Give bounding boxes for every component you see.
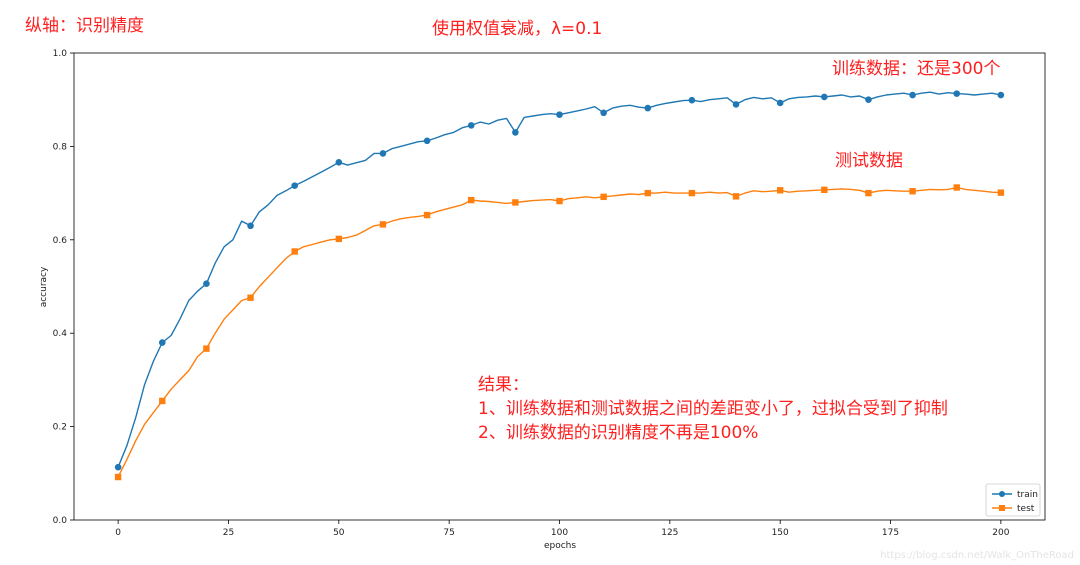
data-point-train (247, 222, 254, 230)
data-point-test (203, 345, 210, 352)
y-tick-label: 1.0 (53, 49, 68, 59)
annotation-result-block: 结果： 1、训练数据和测试数据之间的差距变小了，过拟合受到了抑制 2、训练数据的… (478, 373, 948, 445)
data-point-test (291, 248, 298, 255)
data-point-test (776, 187, 784, 194)
legend-train-marker (999, 491, 1005, 497)
legend-test-marker (999, 505, 1005, 511)
data-point-train (335, 158, 343, 166)
data-point-test (953, 184, 960, 191)
data-point-test (865, 189, 872, 197)
data-point-train (909, 91, 916, 99)
data-point-train (114, 463, 122, 471)
data-point-train (556, 111, 563, 118)
data-point-test (821, 186, 828, 194)
series-line-test (117, 186, 1001, 478)
data-point-train (600, 109, 607, 117)
y-tick-label: 0.8 (53, 142, 68, 152)
x-axis-label: epochs (544, 541, 576, 551)
x-tick-label: 0 (115, 528, 121, 538)
x-tick-label: 75 (443, 528, 454, 538)
data-point-test (644, 189, 651, 197)
annotation-result-line2: 2、训练数据的识别精度不再是100% (478, 423, 759, 443)
legend-train-label: train (1017, 490, 1038, 500)
data-point-test (732, 193, 740, 200)
data-point-test (688, 189, 696, 197)
data-point-test (379, 221, 387, 228)
watermark: https://blog.csdn.net/Walk_OnTheRoad (880, 550, 1074, 561)
y-tick-label: 0.2 (53, 423, 67, 433)
x-axis-ticks: 0 25 50 75 100 125 150 175 200 (115, 520, 1010, 538)
y-tick-label: 0.0 (53, 516, 68, 526)
data-point-test (114, 473, 122, 481)
data-point-train (644, 104, 652, 112)
data-point-test (247, 294, 254, 301)
data-point-test (997, 189, 1005, 196)
data-point-test (423, 211, 431, 219)
data-point-train (953, 90, 961, 97)
annotation-train-note: 训练数据：还是300个 (832, 59, 1001, 79)
data-point-train (203, 280, 210, 287)
data-point-train (865, 96, 872, 103)
x-tick-label: 100 (551, 528, 568, 538)
y-tick-label: 0.4 (53, 329, 68, 339)
data-point-test (556, 197, 563, 205)
x-tick-label: 175 (882, 528, 899, 538)
data-point-train (997, 91, 1005, 99)
data-point-test (512, 199, 519, 206)
data-point-train (732, 101, 740, 108)
data-point-train (291, 182, 298, 189)
data-point-test (335, 235, 343, 243)
x-tick-label: 200 (992, 528, 1009, 538)
data-point-train (467, 122, 475, 129)
annotation-test-note: 测试数据 (835, 151, 903, 171)
data-point-test (159, 397, 166, 405)
x-tick-label: 50 (333, 528, 345, 538)
data-point-test (909, 188, 916, 195)
y-axis-ticks: 0.0 0.2 0.4 0.6 0.8 1.0 (53, 49, 74, 526)
x-tick-label: 150 (772, 528, 789, 538)
plot-area-frame (73, 52, 1046, 521)
data-point-train (379, 150, 387, 157)
annotation-ylabel-note: 纵轴：识别精度 (25, 16, 144, 36)
series-line-train (117, 91, 1002, 468)
data-point-train (423, 137, 431, 145)
series-layer (114, 90, 1005, 481)
y-tick-label: 0.6 (53, 236, 68, 246)
legend: train test (985, 483, 1041, 517)
data-point-train (776, 99, 784, 107)
x-tick-label: 125 (661, 528, 678, 538)
legend-test-label: test (1017, 504, 1035, 514)
data-point-test (468, 196, 475, 204)
annotation-result-line1: 1、训练数据和测试数据之间的差距变小了，过拟合受到了抑制 (478, 399, 948, 419)
data-point-train (158, 339, 166, 346)
x-tick-label: 25 (223, 528, 234, 538)
annotation-result-title: 结果： (478, 375, 529, 395)
data-point-test (600, 193, 607, 201)
data-point-train (512, 129, 519, 136)
data-point-train (688, 96, 696, 104)
annotation-title-note: 使用权值衰减，λ=0.1 (432, 19, 603, 39)
data-point-train (821, 93, 828, 101)
y-axis-label: accuracy (39, 266, 49, 307)
